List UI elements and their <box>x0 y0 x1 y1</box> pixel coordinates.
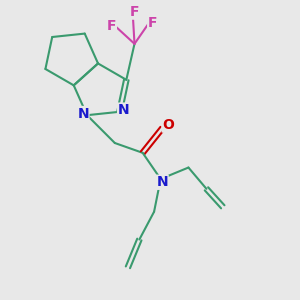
Text: F: F <box>130 5 139 19</box>
Text: N: N <box>118 103 129 117</box>
Text: F: F <box>148 16 157 29</box>
Text: F: F <box>107 19 116 33</box>
Text: O: O <box>162 118 174 132</box>
Text: N: N <box>77 106 89 121</box>
Text: N: N <box>157 175 168 189</box>
